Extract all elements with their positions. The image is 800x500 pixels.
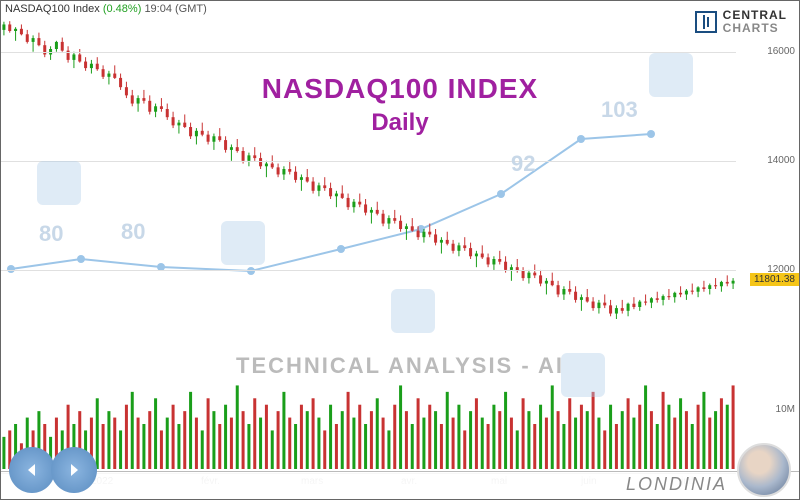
- watermark-icon: [649, 53, 693, 97]
- watermark-icon: [221, 221, 265, 265]
- watermark-number: 92: [511, 151, 535, 177]
- watermark-number: 80: [121, 219, 145, 245]
- y-tick-label: 14000: [767, 155, 795, 166]
- volume-chart[interactable]: [1, 379, 736, 469]
- arrow-right-icon: [64, 460, 84, 480]
- change-pct: (0.48%): [103, 3, 142, 15]
- londinia-brand: LONDINIA: [626, 474, 727, 495]
- watermark-number: 103: [601, 97, 638, 123]
- chart-header: NASDAQ100 Index (0.48%) 19:04 (GMT): [5, 3, 207, 15]
- arrow-left-icon: [22, 460, 42, 480]
- candlestick-series: [1, 19, 736, 379]
- volume-tick-label: 10M: [776, 404, 795, 415]
- watermark-number: 80: [39, 221, 63, 247]
- symbol-name: NASDAQ100 Index: [5, 3, 100, 15]
- price-chart[interactable]: [1, 19, 736, 379]
- watermark-icon: [37, 161, 81, 205]
- y-tick-label: 16000: [767, 46, 795, 57]
- nav-prev-button[interactable]: [9, 447, 55, 493]
- watermark-icon: [561, 353, 605, 397]
- y-tick-label: 12000: [767, 264, 795, 275]
- timestamp: 19:04 (GMT): [144, 3, 206, 15]
- assistant-avatar-icon[interactable]: [737, 443, 791, 497]
- nav-next-button[interactable]: [51, 447, 97, 493]
- watermark-icon: [391, 289, 435, 333]
- volume-bars: [1, 379, 736, 469]
